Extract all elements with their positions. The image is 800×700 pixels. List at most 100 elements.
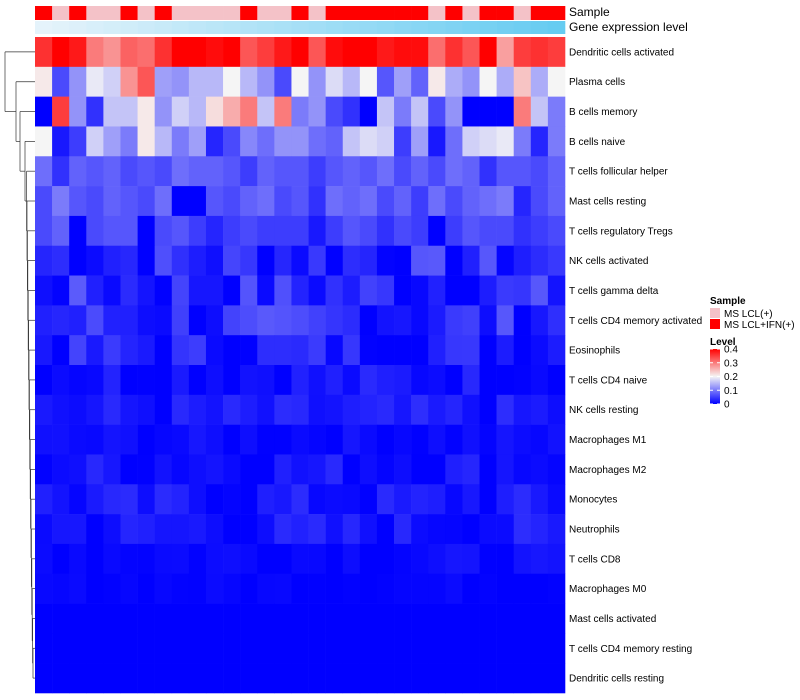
heatmap-cell [394,663,412,694]
expression-cell [86,21,104,34]
heatmap-cell [342,663,361,694]
heatmap-cell [103,37,121,68]
heatmap-cell [445,573,463,604]
heatmap-cell [223,66,241,97]
heatmap-cell [274,484,292,515]
annotation-label-expression: Gene expression level [569,20,688,34]
heatmap-cell [223,573,241,604]
heatmap-cell [35,394,53,425]
heatmap-cell [291,514,309,545]
heatmap-cell [257,156,275,187]
heatmap-cell [428,126,446,157]
heatmap-cell [359,66,378,97]
heatmap-cell [86,66,104,97]
heatmap-cell [342,275,361,306]
legend-level-gradient [710,349,720,404]
legend-swatch-lcl-ifn [710,319,720,329]
heatmap-cell [274,573,292,604]
heatmap-cell [171,573,190,604]
heatmap-cell [428,305,446,336]
heatmap-cell [530,275,549,306]
legend: Sample MS LCL(+) MS LCL+IFN(+) Level 0.4… [710,296,795,411]
heatmap-cell [257,66,275,97]
heatmap-cell [308,335,326,366]
heatmap-cell [69,454,87,485]
heatmap-cell [291,66,309,97]
heatmap-cell [137,186,155,217]
heatmap-cell [86,663,104,694]
heatmap-cell [291,245,309,276]
heatmap-cell [530,186,549,217]
heatmap-cell [411,603,429,634]
heatmap-cell [103,514,121,545]
heatmap-cell [445,514,463,545]
heatmap-cell [120,335,138,366]
heatmap-cell [35,603,53,634]
heatmap-cell [513,663,532,694]
heatmap-cell [445,394,463,425]
heatmap-cell [274,603,292,634]
heatmap-cell [428,484,446,515]
heatmap-cell [342,215,361,247]
heatmap-cell [205,484,224,515]
heatmap-cell [103,305,121,336]
heatmap-cell [188,424,207,455]
heatmap-cell [308,245,326,276]
heatmap-cell [530,543,549,575]
legend-swatch-lcl [710,308,720,318]
heatmap-cell [120,394,138,425]
heatmap-cell [154,514,173,545]
heatmap-cell [86,96,104,127]
heatmap-cell [547,603,566,634]
heatmap-cell [411,663,429,694]
heatmap-cell [154,394,173,425]
heatmap-cell [428,365,446,396]
heatmap-cell [103,66,121,97]
heatmap-cell [274,633,292,664]
heatmap-cell [291,156,309,187]
row-label: Eosinophils [569,346,620,357]
sample-cell [342,6,361,20]
expression-cell [257,21,275,34]
heatmap-cell [530,394,549,425]
heatmap-cell [496,305,515,336]
heatmap-cell [223,454,241,485]
heatmap-cell [308,96,326,127]
heatmap-cell [359,663,378,694]
heatmap-cell [359,275,378,306]
heatmap-cell [35,424,53,455]
heatmap-cell [257,514,275,545]
heatmap-cell [325,66,344,97]
heatmap-cell [325,245,344,276]
heatmap-cell [257,126,275,157]
heatmap-cell [342,96,361,127]
heatmap-cell [445,66,463,97]
heatmap-cell [411,514,429,545]
heatmap-cell [274,156,292,187]
heatmap-cell [205,156,224,187]
heatmap-cell [359,424,378,455]
heatmap-cell [325,394,344,425]
row-label: B cells memory [569,107,637,118]
sample-cell [154,6,173,20]
heatmap-cell [257,186,275,217]
heatmap-cell [171,394,190,425]
heatmap-cell [291,663,309,694]
heatmap-cell [223,305,241,336]
expression-cell [411,21,429,34]
heatmap-cell [308,484,326,515]
heatmap-cell [257,573,275,604]
heatmap-cell [69,186,87,217]
heatmap-cell [359,603,378,634]
heatmap-cell [69,603,87,634]
sample-cell [428,6,446,20]
heatmap-cell [513,543,532,575]
heatmap-cell [342,37,361,68]
heatmap-cell [205,275,224,306]
heatmap-cell [325,305,344,336]
sample-cell [137,6,155,20]
heatmap-cell [69,514,87,545]
heatmap-cell [103,245,121,276]
heatmap-cell [86,37,104,68]
heatmap-cell [445,215,463,247]
